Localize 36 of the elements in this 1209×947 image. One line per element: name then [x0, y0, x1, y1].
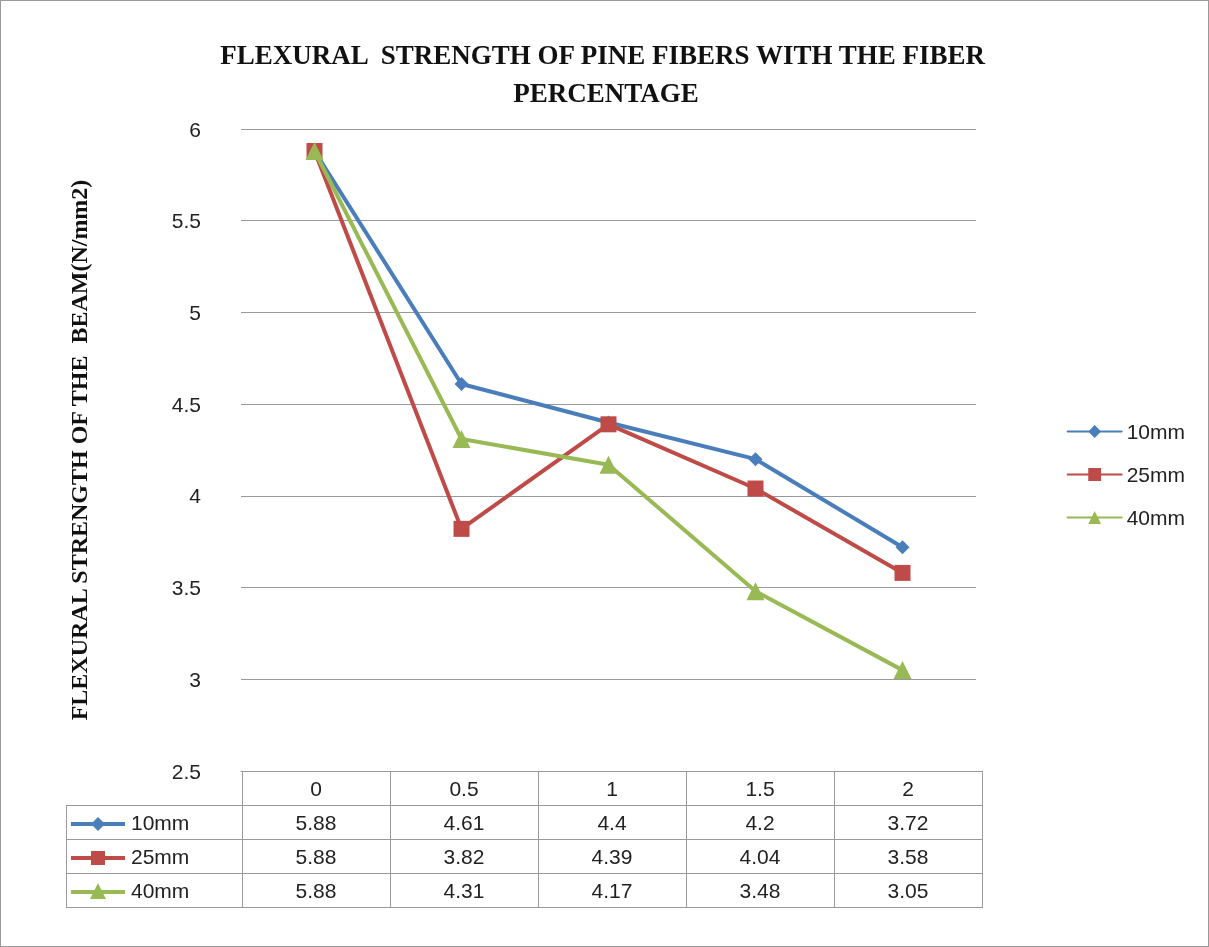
data-label: 5.88: [242, 839, 390, 874]
data-label: 4.04: [686, 839, 834, 874]
text: 40mm: [131, 878, 190, 902]
text: 10mm: [131, 810, 190, 834]
data-label: 4.61: [390, 805, 538, 840]
y-tick-label: 2.5: [171, 759, 201, 783]
legend-label: 40mm: [1126, 506, 1186, 529]
y-tick-label: 3.5: [171, 576, 201, 600]
data-label: 3.72: [834, 805, 982, 840]
legend-label: 25mm: [1126, 463, 1186, 486]
y-tick-label: 5: [189, 300, 201, 324]
y-tick-label: 3: [189, 667, 201, 691]
data-label: 5.88: [242, 873, 390, 908]
chart-title: FLEXURAL STRENGTH OF PINE FIBERS WITH THE FIBER PERCENTAGE: [220, 40, 992, 108]
data-label: 3.82: [390, 839, 538, 874]
x-tick-label: 1.5: [686, 771, 834, 806]
x-tick-label: 1: [538, 771, 686, 806]
x-tick-label: 0.5: [390, 771, 538, 806]
data-label: 4.17: [538, 873, 686, 908]
data-label: 3.05: [834, 873, 982, 908]
data-label: 3.48: [686, 873, 834, 908]
text: 25mm: [131, 844, 190, 868]
data-label: 3.58: [834, 839, 982, 874]
y-tick-label: 6: [189, 117, 201, 141]
data-label: 4.39: [538, 839, 686, 874]
y-axis-title: FLEXURAL STRENGTH OF THE BEAM(N/mm2): [66, 179, 92, 721]
y-tick-label: 4: [189, 484, 202, 508]
y-tick-label: 4.5: [171, 392, 201, 416]
data-label: 5.88: [242, 805, 390, 840]
y-tick-label: 5.5: [171, 209, 201, 233]
data-label: 4.4: [538, 805, 686, 840]
x-tick-label: 0: [242, 771, 390, 806]
x-tick-label: 2: [834, 771, 982, 806]
data-label: 4.31: [390, 873, 538, 908]
legend-label: 10mm: [1126, 420, 1186, 443]
data-label: 4.2: [686, 805, 834, 840]
